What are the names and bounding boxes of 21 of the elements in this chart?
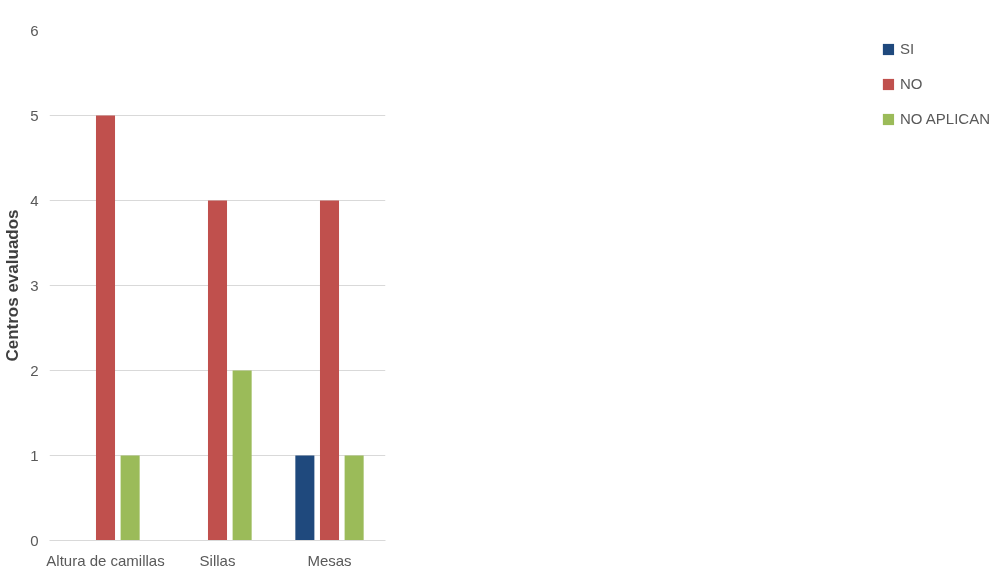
bar — [207, 200, 228, 541]
y-tick-label: 2 — [30, 361, 39, 379]
bar — [232, 370, 252, 541]
y-tick-label: 0 — [30, 531, 39, 549]
y-tick-label: 6 — [30, 21, 39, 39]
y-tick-label: 3 — [30, 276, 39, 294]
legend-label: SI — [899, 40, 916, 57]
x-tick-label: Sillas — [199, 551, 236, 569]
bar — [319, 200, 340, 541]
bar — [95, 115, 116, 541]
bar — [344, 455, 364, 541]
legend-label: NO — [899, 75, 923, 92]
legend-label: NO APLICAN — [899, 110, 990, 127]
x-tick-label: Mesas — [307, 551, 352, 569]
y-axis-title: Centros evaluados — [3, 209, 23, 362]
x-tick-label: Altura de camillas — [46, 551, 165, 569]
y-tick-label: 5 — [30, 106, 39, 124]
bar — [120, 455, 140, 541]
bar — [295, 455, 315, 541]
y-tick-label: 1 — [30, 446, 39, 464]
y-tick-label: 4 — [30, 191, 39, 209]
